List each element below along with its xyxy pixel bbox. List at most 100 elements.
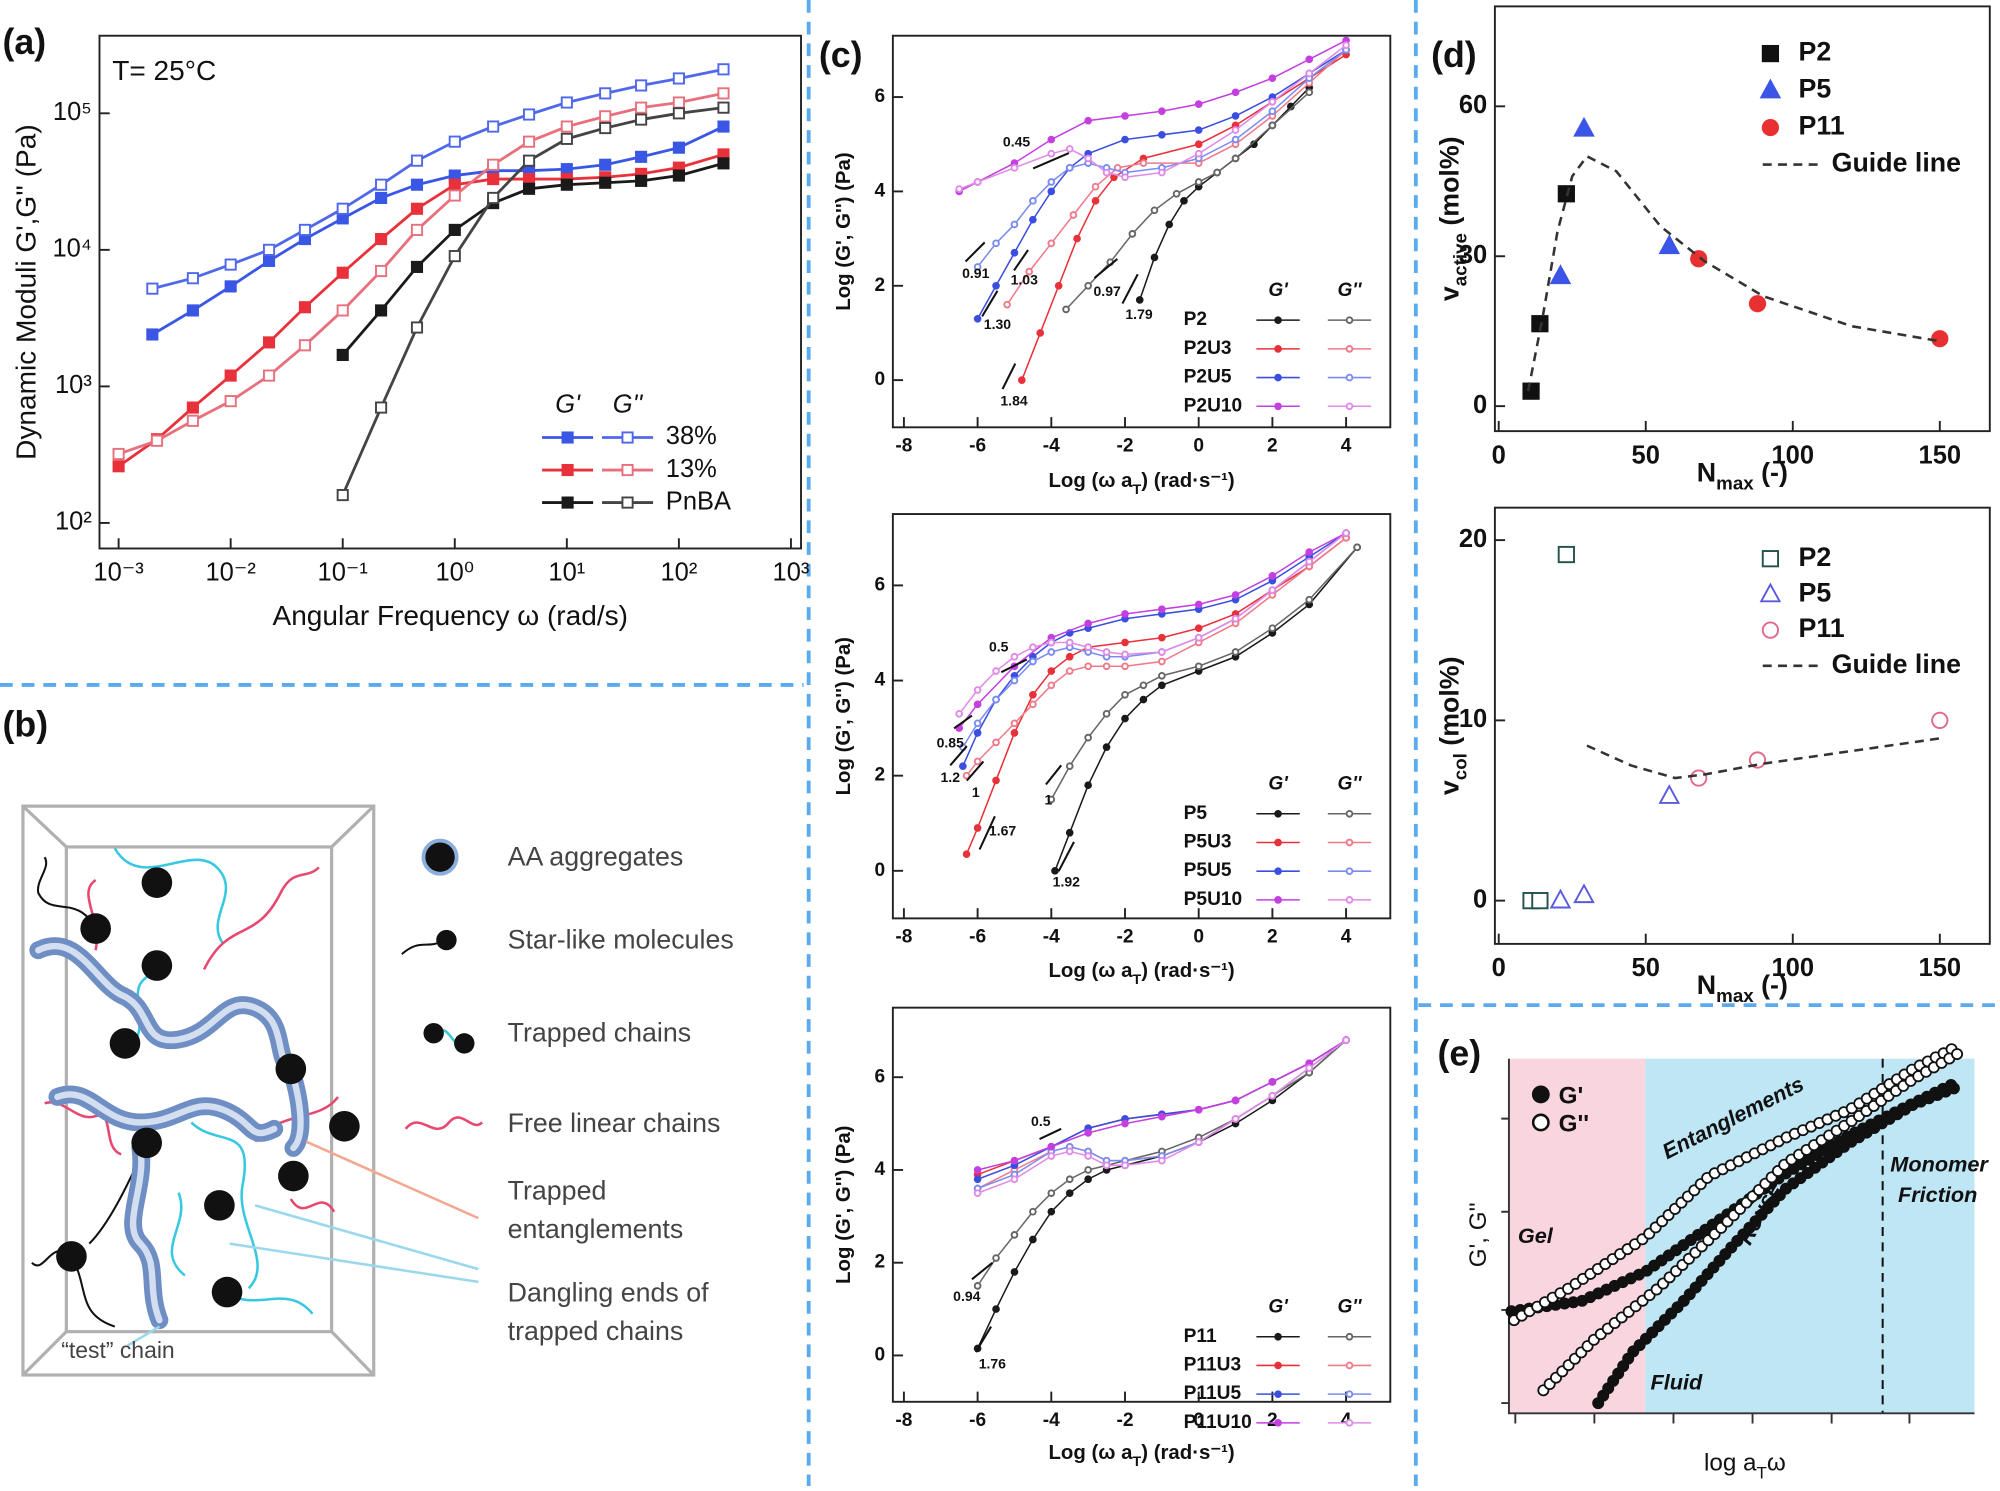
series-line — [965, 537, 1347, 777]
marker — [1029, 197, 1037, 205]
series-line — [1006, 49, 1347, 306]
marker — [1345, 1419, 1354, 1427]
marker — [635, 101, 648, 114]
aggregate — [278, 1160, 309, 1192]
x-tick-label: -4 — [1043, 1410, 1060, 1431]
marker — [1121, 1119, 1129, 1128]
legend-label: Star-like molecules — [508, 924, 734, 954]
slope-line — [966, 760, 985, 782]
marker — [1139, 695, 1148, 704]
marker — [1194, 633, 1203, 642]
marker — [1194, 140, 1203, 149]
marker — [1065, 145, 1074, 153]
marker — [1274, 867, 1282, 876]
marker — [1194, 1105, 1203, 1114]
regime-label: Monomer — [1890, 1152, 1989, 1177]
marker — [1102, 1161, 1111, 1170]
aggregate — [131, 1127, 162, 1159]
marker — [1084, 1175, 1092, 1184]
series-line — [962, 532, 1347, 767]
slope-line — [1093, 258, 1119, 279]
marker — [224, 395, 237, 408]
x-tick-label: 10⁰ — [435, 559, 474, 587]
legend-label: G' — [1559, 1082, 1584, 1109]
marker — [1268, 97, 1277, 106]
axes — [1507, 1058, 1975, 1415]
y-tick-label: 0 — [1473, 391, 1487, 419]
plot-frame — [1493, 506, 1991, 945]
marker — [973, 719, 982, 728]
box-edges — [21, 804, 375, 1377]
series-line — [977, 49, 1347, 268]
plot-frame — [891, 513, 1392, 920]
marker — [448, 189, 461, 202]
marker — [717, 157, 730, 170]
x-tick-label: 0 — [1193, 927, 1204, 948]
marker — [1268, 572, 1277, 580]
marker — [1158, 657, 1166, 666]
marker — [1305, 557, 1314, 566]
x-tick-label: 100 — [1772, 441, 1815, 469]
marker — [1274, 402, 1282, 411]
marker — [522, 182, 536, 195]
slope-label: 1 — [972, 784, 980, 800]
marker — [1557, 545, 1575, 564]
guide-line — [1526, 154, 1941, 392]
marker — [1158, 130, 1166, 139]
marker — [1274, 896, 1282, 904]
marker — [1231, 126, 1240, 134]
marker — [262, 369, 276, 382]
marker — [1759, 78, 1782, 99]
marker — [962, 850, 971, 858]
marker — [992, 776, 1000, 785]
marker — [146, 282, 159, 295]
marker — [410, 178, 424, 191]
marker — [1084, 733, 1092, 742]
slope-label: 1.67 — [989, 822, 1016, 838]
marker — [1549, 264, 1572, 285]
slope-label: 0.5 — [989, 639, 1009, 655]
series-line — [151, 67, 724, 290]
legend-header: G' — [1268, 1296, 1289, 1317]
slope-line — [978, 815, 996, 850]
legend-label: PnBA — [666, 487, 731, 515]
marker — [186, 401, 199, 414]
y-tick-label: 10 — [1459, 705, 1487, 733]
marker — [1084, 281, 1092, 290]
legend-header: G' — [1268, 774, 1289, 795]
marker — [1010, 719, 1019, 728]
x-axis-label: Angular Frequency ω (rad/s) — [273, 600, 629, 631]
marker — [487, 120, 500, 133]
marker — [1353, 543, 1361, 552]
marker — [1010, 676, 1019, 685]
legend-label: P5 — [1798, 577, 1831, 607]
marker — [973, 314, 982, 323]
marker — [1069, 211, 1078, 219]
marker — [1073, 234, 1081, 243]
legend-header: G'' — [1337, 1296, 1362, 1317]
x-tick-label: 0 — [1492, 441, 1506, 469]
legend-label: P5U5 — [1184, 860, 1232, 881]
marker — [487, 158, 500, 171]
marker — [1690, 769, 1708, 787]
marker — [1345, 316, 1354, 324]
marker — [1047, 135, 1056, 144]
legend-label: Guide line — [1832, 148, 1961, 178]
y-tick-label: 0 — [875, 369, 886, 390]
legend-label: P11U10 — [1184, 1412, 1252, 1433]
marker — [1748, 751, 1767, 769]
marker — [561, 463, 574, 477]
marker — [1102, 710, 1111, 718]
marker — [959, 762, 967, 770]
marker — [621, 431, 634, 444]
x-tick-label: 4 — [1341, 927, 1352, 948]
marker — [973, 263, 982, 271]
marker — [1003, 300, 1011, 309]
schematic-marker — [1947, 1082, 1960, 1095]
marker — [1139, 681, 1148, 690]
aggregate — [141, 867, 173, 898]
marker — [973, 700, 982, 709]
regime-label: Gel — [1518, 1223, 1554, 1248]
marker — [1102, 743, 1111, 751]
marker — [1531, 315, 1549, 333]
